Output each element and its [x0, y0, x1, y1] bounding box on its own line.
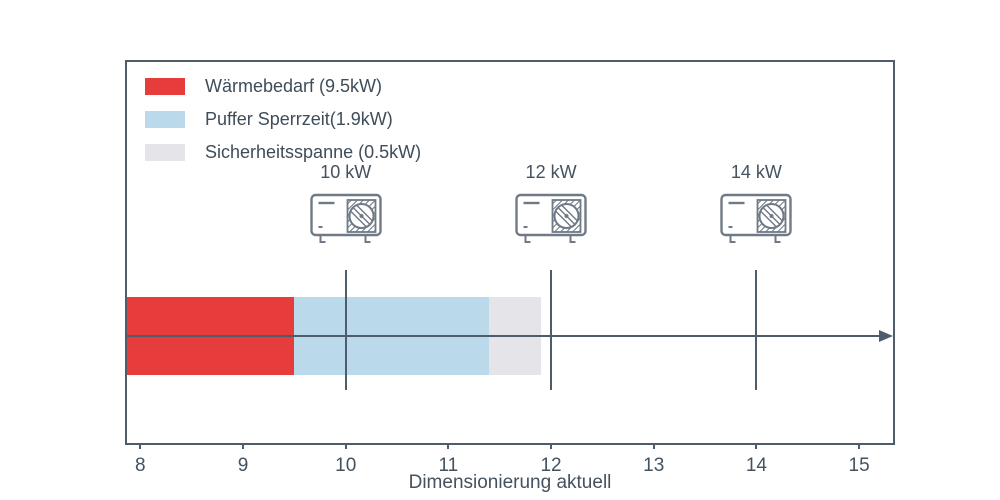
marker-label-12kw: 12 kW — [525, 162, 577, 182]
legend-item-sicherheitsspanne: Sicherheitsspanne (0.5kW) — [145, 142, 421, 163]
axis-arrow-head — [879, 330, 893, 342]
x-tick-label-15: 15 — [848, 455, 870, 476]
x-tick-label-8: 8 — [135, 455, 146, 476]
x-tick-mark-15 — [858, 443, 861, 449]
x-tick-mark-13 — [652, 443, 655, 449]
x-tick-label-11: 11 — [438, 455, 459, 476]
legend-item-waermebedarf: Wärmebedarf (9.5kW) — [145, 76, 421, 97]
x-tick-mark-8 — [139, 443, 142, 449]
marker-label-14kw: 14 kW — [730, 162, 782, 182]
legend: Wärmebedarf (9.5kW) Puffer Sperrzeit(1.9k… — [145, 76, 421, 175]
x-tick-mark-14 — [755, 443, 758, 449]
legend-label-waermebedarf: Wärmebedarf (9.5kW) — [205, 76, 383, 96]
x-tick-label-12: 12 — [540, 455, 562, 476]
legend-label-sicherheitsspanne: Sicherheitsspanne (0.5kW) — [205, 142, 422, 162]
heat-pump-icon — [515, 191, 588, 244]
legend-label-puffer-sperrzeit: Puffer Sperrzeit(1.9kW) — [205, 109, 393, 129]
marker-line-10kw — [344, 270, 347, 390]
legend-swatch-sicherheitsspanne — [145, 144, 185, 161]
x-tick-mark-10 — [344, 443, 347, 449]
heat-pump-icon — [720, 191, 793, 244]
legend-swatch-waermebedarf — [145, 78, 185, 95]
x-tick-label-10: 10 — [335, 455, 357, 476]
marker-line-12kw — [550, 270, 553, 390]
marker-label-10kw: 10 kW — [320, 162, 372, 182]
x-tick-label-13: 13 — [643, 455, 665, 476]
x-tick-label-9: 9 — [237, 455, 249, 476]
x-tick-mark-9 — [242, 443, 245, 449]
marker-line-14kw — [755, 270, 758, 390]
legend-swatch-puffer-sperrzeit — [145, 111, 185, 128]
x-axis-label: Dimensionierung aktuell — [408, 472, 612, 493]
heat-pump-icon — [309, 191, 382, 244]
x-tick-mark-12 — [550, 443, 553, 449]
x-tick-label-14: 14 — [745, 455, 767, 476]
x-tick-mark-11 — [447, 443, 450, 449]
plot-area: Wärmebedarf (9.5kW) Puffer Sperrzeit(1.9k… — [125, 60, 895, 476]
axis-arrow-line — [127, 335, 881, 337]
legend-item-puffer-sperrzeit: Puffer Sperrzeit(1.9kW) — [145, 109, 421, 130]
